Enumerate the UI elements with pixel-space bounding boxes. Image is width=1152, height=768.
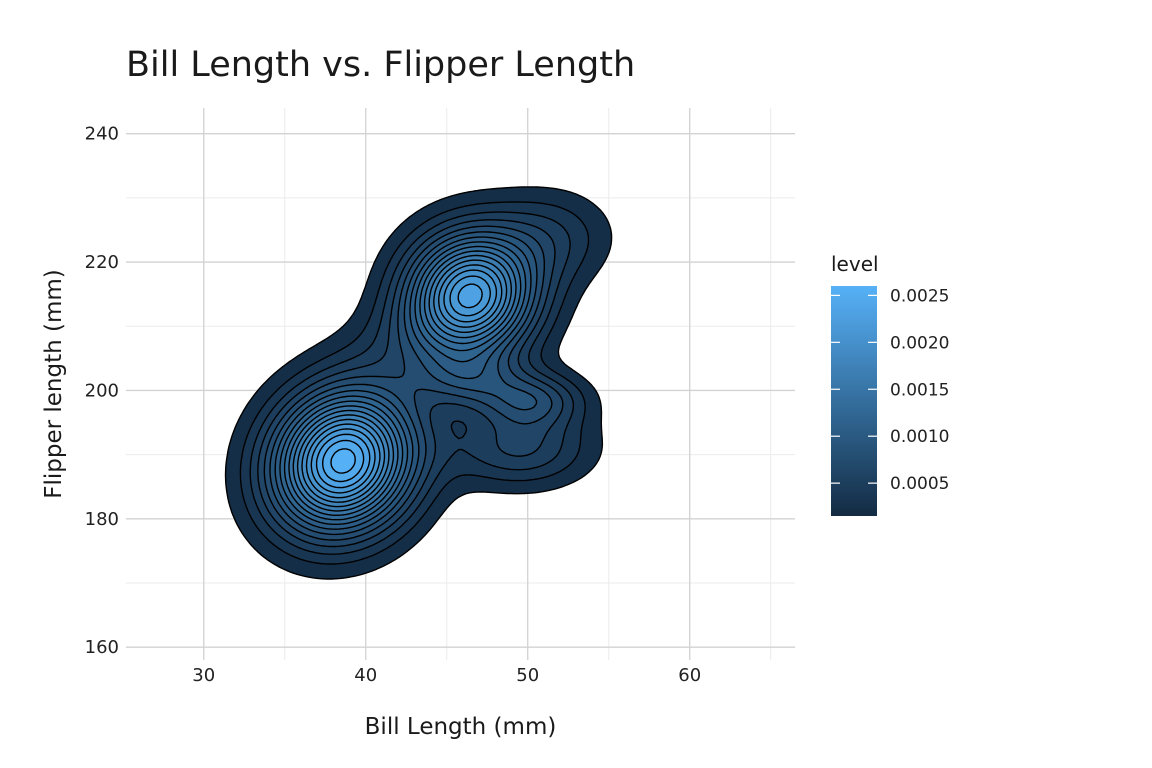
legend-tick-label: 0.0005 xyxy=(890,474,949,494)
y-tick-label: 160 xyxy=(85,637,119,658)
contour-band xyxy=(330,448,356,474)
y-tick-label: 220 xyxy=(85,252,119,273)
legend-tick-label: 0.0010 xyxy=(890,427,949,447)
axis-tick-labels: 30 40 50 60 160 180 200 220 240 xyxy=(85,124,702,686)
y-tick-label: 180 xyxy=(85,509,119,530)
x-tick-label: 30 xyxy=(192,665,215,686)
x-tick-label: 60 xyxy=(678,665,701,686)
y-tick-label: 200 xyxy=(85,380,119,401)
y-tick-label: 240 xyxy=(85,124,119,145)
contour-fill-layer xyxy=(224,186,613,580)
legend: level 0.0005 0.0010 0.0015 0.0020 0.0025 xyxy=(831,252,949,516)
x-tick-label: 50 xyxy=(516,665,539,686)
x-axis-title: Bill Length (mm) xyxy=(365,714,557,740)
legend-tick-label: 0.0025 xyxy=(890,286,949,306)
legend-tick-label: 0.0020 xyxy=(890,333,949,353)
legend-ticks: 0.0005 0.0010 0.0015 0.0020 0.0025 xyxy=(831,286,949,494)
legend-title: level xyxy=(831,252,879,276)
legend-tick-label: 0.0015 xyxy=(890,380,949,400)
x-tick-label: 40 xyxy=(354,665,377,686)
chart-title: Bill Length vs. Flipper Length xyxy=(126,45,635,85)
y-axis-title: Flipper length (mm) xyxy=(41,269,67,499)
legend-colorbar xyxy=(831,286,877,516)
